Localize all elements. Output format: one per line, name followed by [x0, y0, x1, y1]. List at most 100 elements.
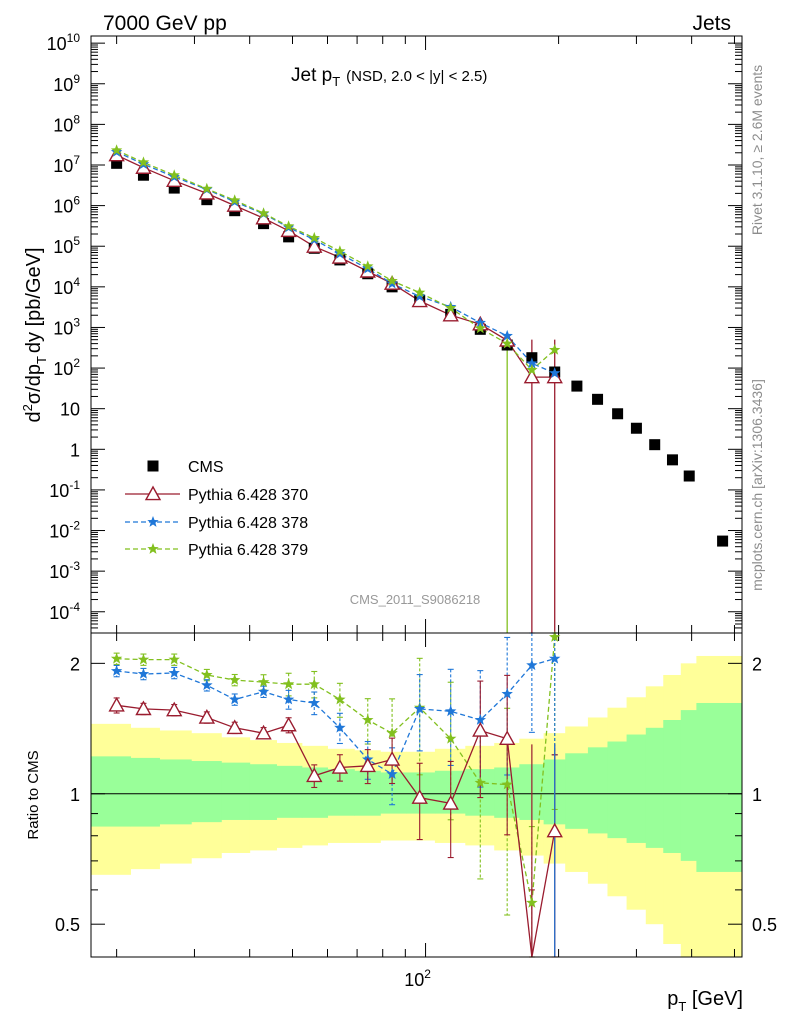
data-point	[571, 380, 583, 392]
ratio-point	[414, 702, 426, 714]
y-tick-label: 1010	[47, 31, 81, 54]
band-inner-bin	[249, 764, 278, 820]
band-inner-bin	[696, 702, 743, 872]
x-tick-label: 102	[404, 967, 431, 990]
y-tick-label: 108	[53, 112, 80, 135]
ratio-tick-label-left: 1	[70, 785, 80, 805]
ratio-y-label: Ratio to CMS	[25, 750, 42, 839]
ratio-point	[168, 667, 180, 678]
ratio-point	[282, 693, 295, 705]
ratio-point	[549, 631, 561, 642]
data-point	[630, 422, 642, 434]
legend-label: CMS	[188, 459, 224, 476]
data-point	[414, 286, 426, 298]
y-tick-label: 10-2	[49, 519, 80, 542]
ratio-point	[445, 705, 457, 717]
band-inner-bin	[276, 765, 303, 818]
data-point	[255, 209, 272, 225]
y-tick-label: 103	[53, 315, 80, 338]
data-point	[168, 182, 180, 194]
ratio-tick-label-right: 0.5	[752, 915, 777, 935]
side-label-rivet: Rivet 3.1.10, ≥ 2.6M events	[749, 65, 765, 235]
watermark: CMS_2011_S9086218	[350, 592, 481, 607]
data-point	[168, 169, 180, 181]
y-tick-label: 1	[70, 440, 80, 460]
svg-text:Jet pT(NSD, 2.0 < |y| < 2.5): Jet pT (NSD, 2.0 < |y| < 2.5)	[291, 65, 487, 89]
ratio-point	[526, 896, 538, 908]
ratio-point	[306, 767, 323, 783]
chart-title: Jet pT (NSD, 2.0 < |y| < 2.5)	[291, 65, 487, 89]
data-point	[666, 454, 678, 466]
main-data-marks	[108, 144, 729, 633]
ratio-data-marks	[108, 631, 563, 958]
data-point	[592, 393, 604, 405]
ratio-point	[108, 696, 125, 712]
legend-marker	[147, 460, 159, 472]
data-point	[257, 207, 270, 219]
ratio-point	[549, 652, 561, 664]
ratio-axis-ticks: 0.5 0.5 1 1 2 2 102	[55, 633, 777, 990]
ratio-point	[308, 678, 320, 690]
legend-marker	[147, 543, 159, 554]
data-point	[474, 322, 486, 334]
ratio-point	[110, 665, 123, 676]
header-left: 7000 GeV pp	[103, 12, 227, 35]
legend-marker	[147, 516, 159, 527]
y-tick-label: 10-1	[49, 478, 80, 501]
ratio-point	[135, 700, 152, 716]
band-inner-bin	[91, 756, 132, 827]
y-tick-label: 107	[53, 153, 80, 176]
ratio-point	[383, 751, 401, 766]
ratio-tick-label-left: 2	[70, 654, 80, 674]
side-label-mcplots: mcplots.cern.ch [arXiv:1306.3436]	[749, 379, 765, 591]
main-panel: 10-4 10-3 10-2 10-1 1 10 102 103 104 105 106 107 108…	[47, 31, 743, 634]
data-point	[501, 329, 513, 341]
ratio-point	[257, 685, 270, 697]
ratio-point	[229, 693, 241, 705]
ratio-point	[442, 794, 459, 810]
y-tick-label: 10-3	[49, 559, 80, 582]
legend: CMS Pythia 6.428 370 Pythia 6.428 378 Pythi…	[125, 459, 308, 559]
ratio-point	[472, 722, 489, 737]
ratio-point	[255, 724, 272, 740]
ratio-point	[229, 674, 241, 685]
data-point	[308, 231, 320, 243]
data-point	[137, 169, 149, 181]
data-point	[280, 222, 297, 238]
band-inner-bin	[680, 710, 697, 861]
data-point	[386, 274, 398, 286]
ratio-tick-label-right: 1	[752, 785, 762, 805]
title-detail: (NSD, 2.0 < |y| < 2.5)	[346, 68, 487, 85]
data-point	[649, 439, 661, 451]
band-inner-bin	[607, 741, 628, 839]
ratio-point	[201, 679, 213, 691]
ratio-point	[282, 678, 295, 690]
band-inner-bin	[327, 769, 355, 816]
ratio-point	[546, 822, 563, 838]
ratio-point	[198, 709, 216, 724]
ratio-point	[257, 676, 270, 687]
ratio-band	[91, 655, 743, 957]
data-point	[198, 184, 216, 200]
y-tick-label: 104	[53, 275, 80, 298]
ratio-panel: 0.5 0.5 1 1 2 2 102	[55, 631, 777, 990]
legend-marker	[144, 485, 162, 501]
ratio-point	[166, 701, 183, 717]
title-sub: T	[332, 74, 340, 89]
ratio-point	[137, 668, 150, 679]
ratio-point	[334, 721, 346, 733]
ratio-point	[386, 727, 398, 738]
ratio-point	[359, 757, 376, 773]
ratio-point	[501, 778, 513, 790]
ratio-point	[411, 789, 428, 804]
data-point	[362, 260, 374, 272]
ratio-point	[308, 697, 320, 708]
ratio-point	[445, 732, 457, 744]
ratio-frame	[90, 632, 743, 958]
data-point	[111, 157, 123, 169]
ratio-point	[501, 687, 513, 699]
ratio-line	[116, 636, 556, 904]
legend-label: Pythia 6.428 379	[188, 542, 308, 559]
band-inner-bin	[159, 759, 192, 825]
